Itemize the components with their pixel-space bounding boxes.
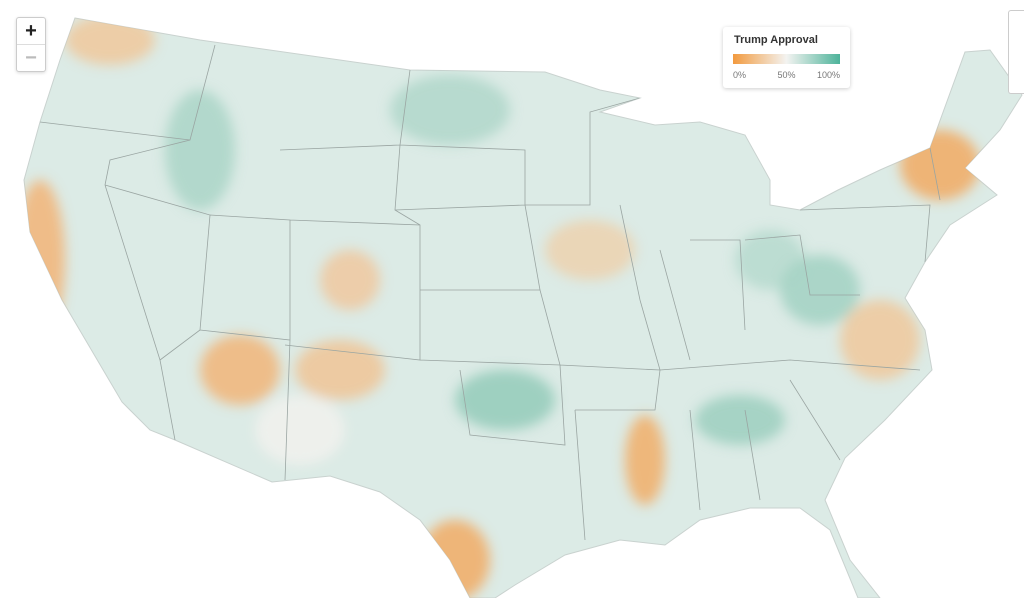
region-shade [200, 335, 280, 405]
legend-tick-label: 50% [777, 70, 795, 80]
region-shade [390, 75, 510, 145]
legend-scale: 0% 50% 100% [733, 54, 840, 80]
region-shade [420, 520, 490, 598]
legend: Trump Approval 0% 50% 100% [723, 27, 850, 88]
region-shade [695, 395, 785, 445]
zoom-out-button[interactable]: − [17, 44, 45, 71]
legend-tick-label: 100% [817, 70, 840, 80]
region-shade [545, 220, 635, 280]
region-shade [625, 415, 665, 505]
region-shade [840, 300, 920, 380]
zoom-in-button[interactable]: + [25, 20, 37, 42]
region-shade [255, 395, 345, 465]
region-shade [320, 250, 380, 310]
legend-tick-label: 0% [733, 70, 746, 80]
region-shade [735, 230, 805, 290]
state-borders [39, 44, 941, 541]
legend-title: Trump Approval [734, 34, 818, 46]
legend-color-bar [733, 54, 840, 64]
region-shade [295, 340, 385, 400]
choropleth-shading [24, 18, 980, 598]
zoom-control: + − [16, 17, 46, 72]
region-shade [165, 90, 235, 210]
region-shade [455, 370, 555, 430]
side-panel-edge [1008, 10, 1024, 94]
region-shade [65, 18, 155, 65]
region-shade [24, 180, 65, 340]
